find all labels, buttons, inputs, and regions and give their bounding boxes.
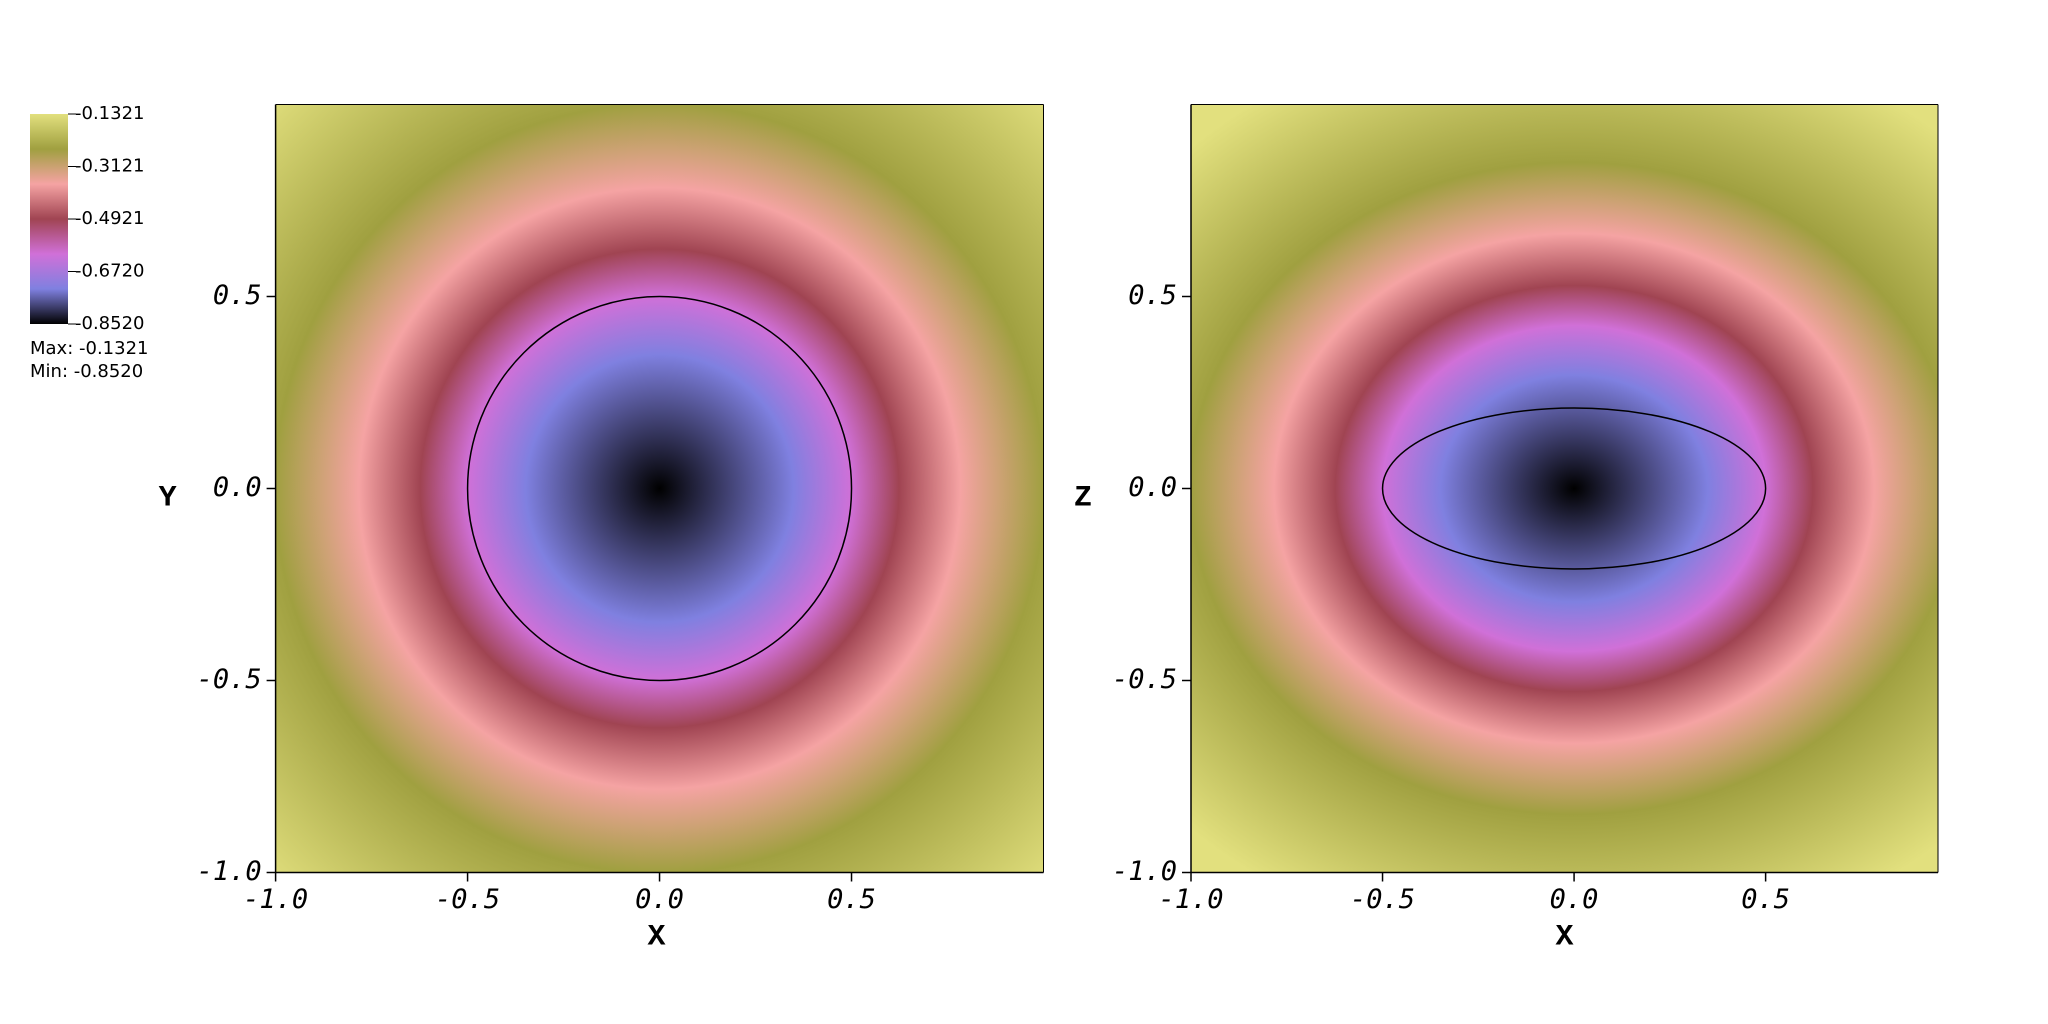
x-tick-label: 0.5 [1741,884,1790,915]
x-axis-title: X [1555,920,1573,954]
y-axis-title: Y [159,481,177,515]
contour-line [1381,407,1767,570]
legend-min: Min: -0.8520 [30,361,143,382]
y-tick-label: 0.0 [213,472,262,503]
y-tick-label: 0.5 [213,280,262,311]
legend-tick-label: -0.3121 [75,156,144,177]
legend-tick-label: -0.1321 [75,103,144,124]
x-tick-label: -1.0 [243,884,308,915]
legend-colorbar [30,114,68,324]
pseudocolor-field [1191,104,1938,873]
legend-max: Max: -0.1321 [30,338,148,359]
x-tick-label: -0.5 [435,884,500,915]
legend-tick-label: -0.4921 [75,208,144,229]
legend-tick-label: -0.8520 [75,313,144,334]
y-tick-label: -1.0 [1112,856,1177,887]
y-tick-label: 0.0 [1128,472,1177,503]
y-tick-label: -0.5 [197,664,262,695]
contour-line [466,295,853,682]
x-tick-label: -0.5 [1350,884,1415,915]
x-tick-label: 0.5 [827,884,876,915]
legend-tick-label: -0.6720 [75,260,144,281]
x-tick-label: 0.0 [1550,884,1599,915]
y-axis-title: Z [1074,481,1092,515]
pseudocolor-field [275,104,1044,873]
y-tick-label: 0.5 [1128,280,1177,311]
y-tick-label: -0.5 [1112,664,1177,695]
x-axis-title: X [648,920,666,954]
y-tick-label: -1.0 [197,856,262,887]
x-tick-label: -1.0 [1158,884,1223,915]
x-tick-label: 0.0 [635,884,684,915]
